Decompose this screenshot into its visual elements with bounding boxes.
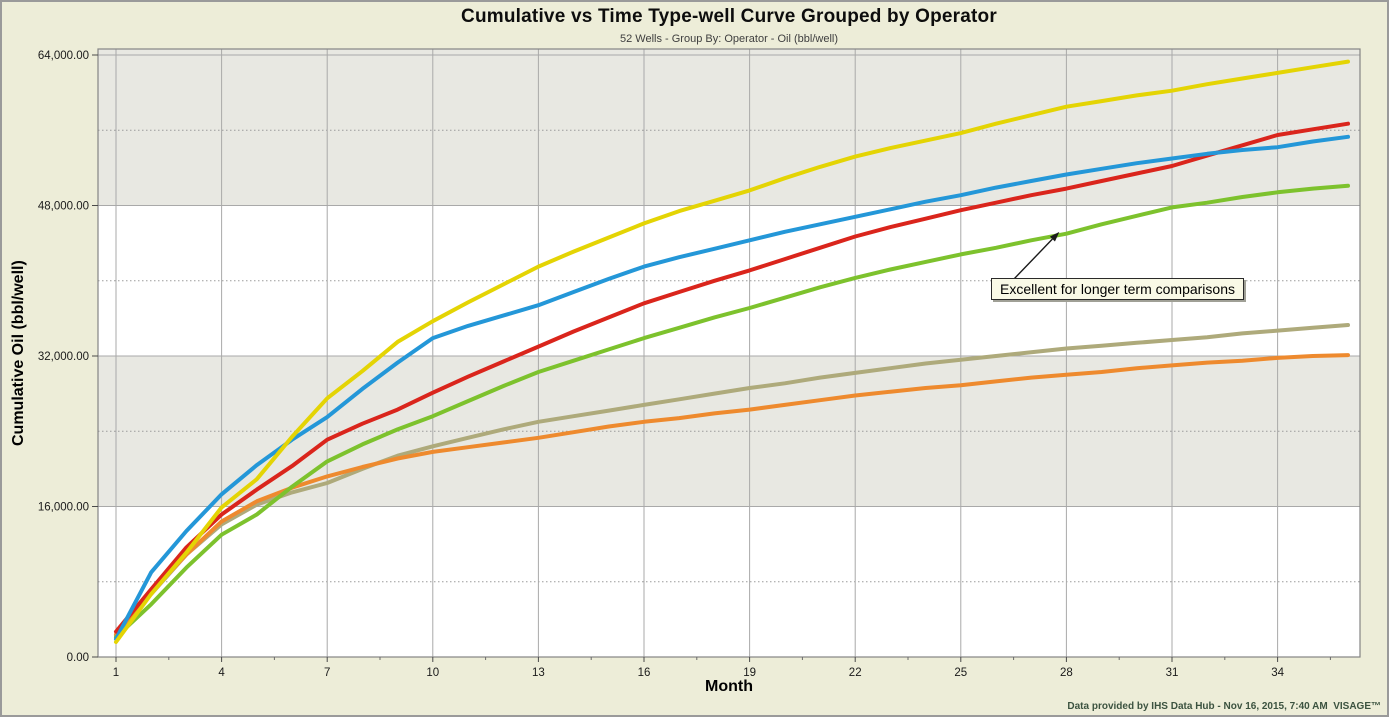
series-line-operator-green: [114, 183, 1350, 640]
x-tick-label: 28: [1060, 667, 1073, 679]
x-tick-label: 13: [532, 667, 545, 679]
x-tick-label: 22: [849, 667, 862, 679]
y-tick-label: 48,000.00: [38, 201, 89, 213]
x-tick-label: 34: [1271, 667, 1284, 679]
y-tick-label: 0.00: [67, 652, 89, 664]
chart-title: Cumulative vs Time Type-well Curve Group…: [461, 6, 997, 27]
series-line-operator-tan: [114, 323, 1350, 638]
series-line-operator-blue: [114, 134, 1350, 642]
series-line-operator-orange: [114, 353, 1350, 637]
x-tick-label: 1: [113, 667, 119, 679]
x-tick-label: 10: [426, 667, 439, 679]
y-axis-title: Cumulative Oil (bbl/well): [10, 260, 27, 446]
y-tick-label: 32,000.00: [38, 351, 89, 363]
series-line-operator-red: [114, 121, 1350, 634]
x-tick-label: 16: [638, 667, 651, 679]
band-48k-64k: [98, 49, 1360, 206]
x-axis-title: Month: [705, 678, 753, 695]
y-tick-label: 16,000.00: [38, 502, 89, 514]
x-tick-label: 4: [218, 667, 225, 679]
annotation-callout: Excellent for longer term comparisons: [991, 278, 1244, 300]
annotation-arrow-head: [1049, 231, 1060, 242]
x-tick-label: 7: [324, 667, 330, 679]
x-tick-label: 19: [743, 667, 756, 679]
y-tick-label: 64,000.00: [38, 50, 89, 62]
plot-border: [97, 48, 1361, 658]
x-tick-label: 25: [954, 667, 967, 679]
annotation-arrow-line: [1013, 238, 1053, 280]
series-line-operator-yellow: [114, 59, 1350, 644]
chart-subtitle: 52 Wells - Group By: Operator - Oil (bbl…: [619, 33, 839, 45]
x-tick-label: 31: [1166, 667, 1179, 679]
footer-attribution: Data provided by IHS Data Hub - Nov 16, …: [1067, 701, 1381, 712]
